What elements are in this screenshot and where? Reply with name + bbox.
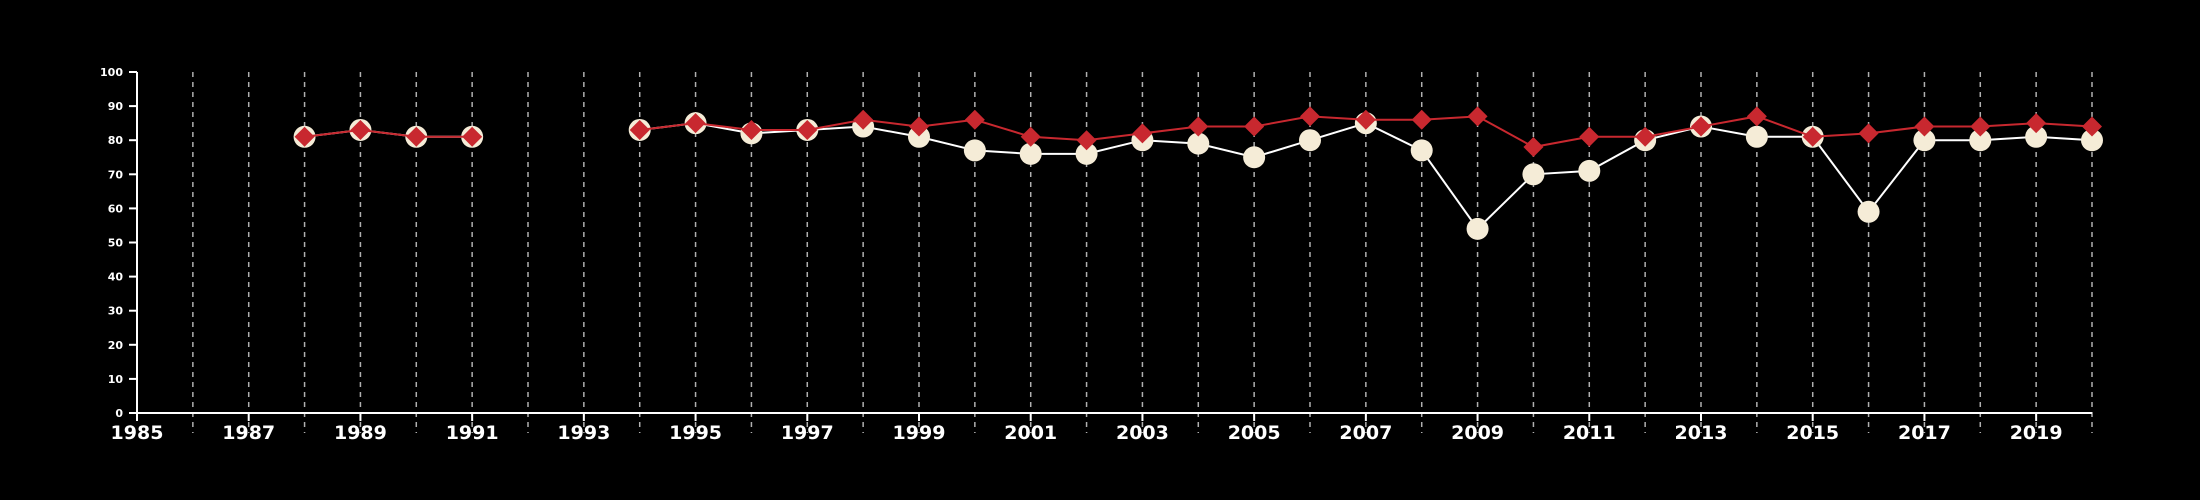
y-tick-label: 10 — [108, 373, 124, 386]
x-tick-label: 2015 — [1786, 422, 1839, 444]
y-tick-label: 60 — [108, 202, 124, 215]
y-tick-label: 40 — [108, 271, 124, 284]
x-tick-label: 1999 — [893, 422, 946, 444]
series-1 — [293, 112, 2103, 240]
series-1-point-2005 — [1243, 146, 1266, 169]
series-1-point-2000 — [963, 139, 986, 162]
series-1-point-2011 — [1578, 159, 1601, 182]
y-tick-label: 30 — [108, 305, 124, 318]
x-tick-label: 1985 — [111, 422, 164, 444]
series-2-point-2017 — [1914, 116, 1935, 137]
series-2-point-1998 — [853, 109, 874, 130]
y-tick-label: 50 — [108, 237, 124, 250]
series-2-point-2003 — [1132, 123, 1153, 144]
x-tick-label: 2011 — [1563, 422, 1616, 444]
x-tick-label: 2019 — [2010, 422, 2063, 444]
series-2-point-2006 — [1300, 106, 1320, 127]
x-tick-label: 2005 — [1228, 422, 1281, 444]
x-tick-label: 2017 — [1898, 422, 1951, 444]
y-tick-label: 80 — [108, 134, 124, 147]
series-2-point-2004 — [1188, 116, 1209, 137]
series-2-point-2019 — [2026, 113, 2047, 134]
series-2 — [294, 106, 2102, 158]
series-1-point-2017 — [1913, 129, 1936, 152]
y-tick-label: 0 — [115, 407, 123, 420]
series-1-point-2002 — [1075, 142, 1098, 165]
series-1-point-2009 — [1466, 217, 1489, 240]
x-tick-label: 1991 — [446, 422, 499, 444]
x-tick-label: 2001 — [1004, 422, 1057, 444]
series-2-point-2009 — [1467, 106, 1488, 127]
x-tick-label: 1995 — [669, 422, 722, 444]
series-2-point-2011 — [1579, 126, 1600, 147]
series-2-point-2018 — [1970, 116, 1991, 137]
series-1-point-2014 — [1745, 125, 1768, 148]
series-2-point-1996 — [741, 119, 762, 140]
series-2-point-2010 — [1523, 137, 1544, 158]
series-2-point-2014 — [1746, 106, 1767, 127]
series-2-point-2005 — [1244, 116, 1265, 137]
series-2-point-2002 — [1076, 130, 1097, 151]
series-2-point-1997 — [797, 119, 818, 140]
series-2-point-2015 — [1802, 126, 1823, 147]
series-1-point-2006 — [1299, 129, 1321, 152]
series-1-point-2020 — [2081, 129, 2103, 152]
x-tick-label: 1997 — [781, 422, 834, 444]
y-tick-label: 90 — [108, 100, 124, 113]
series-2-point-2000 — [964, 109, 985, 130]
series-1-point-2004 — [1187, 132, 1210, 155]
series-2-line-segment — [304, 128, 473, 138]
y-tick-label: 20 — [108, 339, 124, 352]
x-tick-label: 2013 — [1675, 422, 1728, 444]
series-2-point-2007 — [1355, 109, 1376, 130]
series-1-point-1999 — [908, 125, 930, 148]
series-2-point-1991 — [462, 126, 483, 147]
series-2-point-2013 — [1691, 116, 1711, 137]
series-1-point-2018 — [1969, 129, 1992, 152]
series-2-point-2016 — [1858, 123, 1879, 144]
series-1-point-2001 — [1019, 142, 1042, 165]
series-2-point-2020 — [2082, 116, 2102, 137]
series-1-point-2010 — [1522, 163, 1545, 186]
y-tick-label: 100 — [100, 66, 123, 79]
series-2-point-2001 — [1020, 126, 1041, 147]
axes: 1985 1987 1989 1991 1993 1995 1997 1999 2001 2003… — [100, 66, 2092, 444]
x-tick-label: 1987 — [222, 422, 275, 444]
series-1-point-2019 — [2025, 125, 2048, 148]
series-1-point-2016 — [1857, 200, 1880, 223]
series-2-point-2012 — [1635, 126, 1656, 147]
series-2-point-1989 — [350, 119, 371, 140]
x-tick-label: 1989 — [334, 422, 387, 444]
x-tick-label: 2009 — [1451, 422, 1504, 444]
series-2-point-1999 — [909, 116, 929, 137]
x-tick-label: 1993 — [557, 422, 610, 444]
series-2-point-2008 — [1411, 109, 1432, 130]
series-2-point-1990 — [406, 126, 427, 147]
series-2-point-1988 — [294, 126, 315, 147]
series-1-point-2008 — [1410, 139, 1433, 162]
x-tick-label: 2007 — [1339, 422, 1392, 444]
series-2-point-1994 — [629, 119, 650, 140]
series-2-point-1995 — [685, 113, 706, 134]
x-tick-label: 2003 — [1116, 422, 1169, 444]
series-layer — [293, 106, 2103, 240]
y-tick-label: 70 — [108, 168, 124, 181]
